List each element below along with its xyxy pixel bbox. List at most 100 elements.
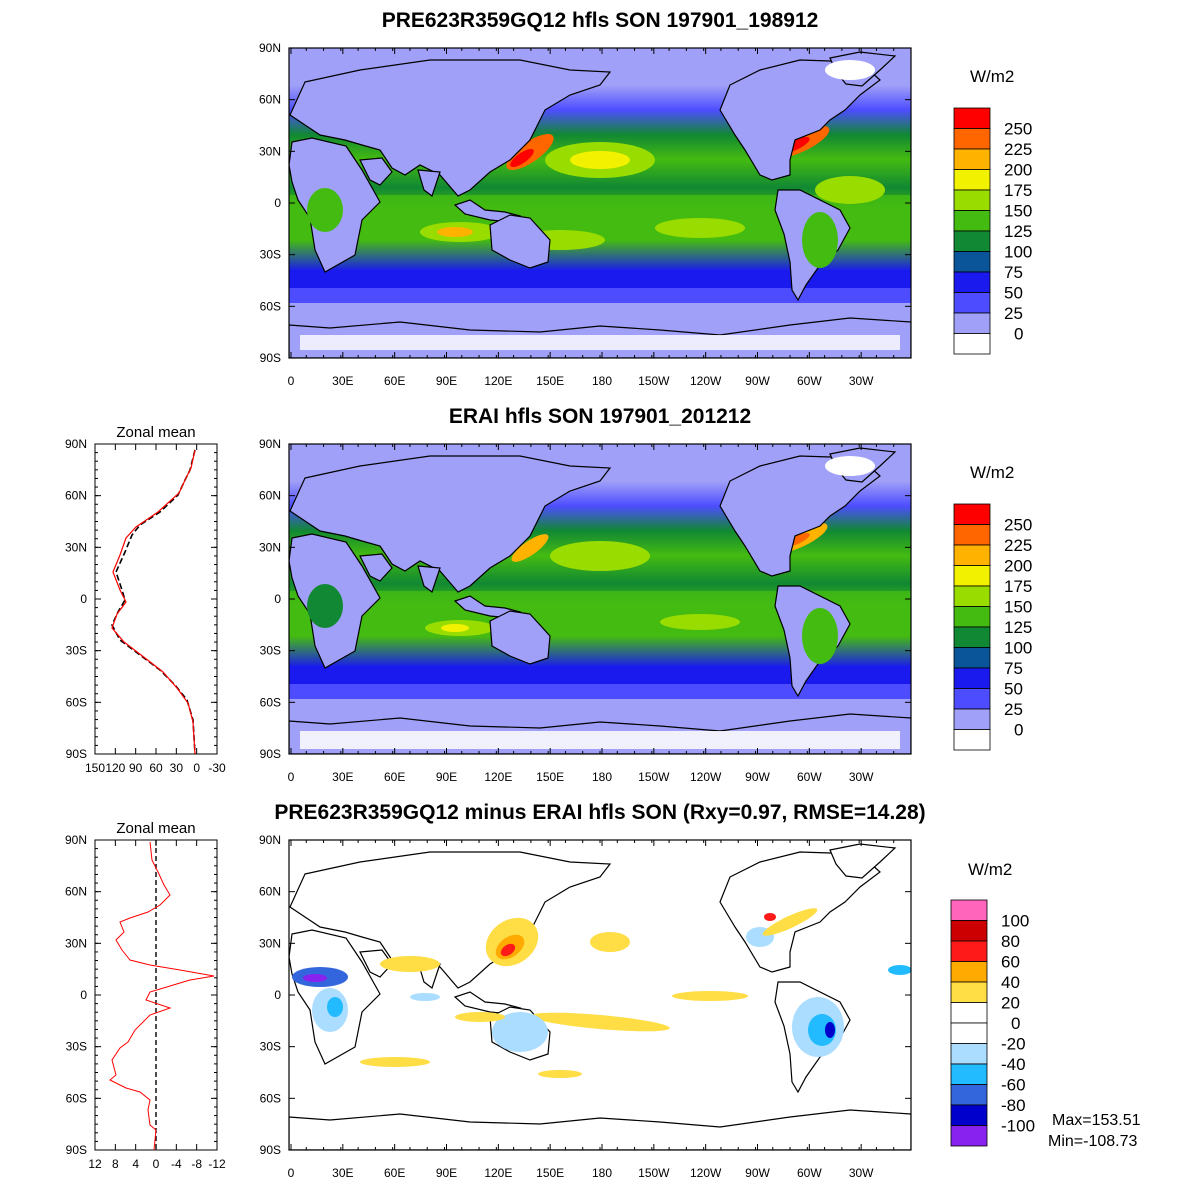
colorbar-label: 225 [1004,536,1032,555]
zonal-lat-label: 60N [65,885,87,899]
colorbar-swatch [950,899,988,921]
colorbar-label: 175 [1004,577,1032,596]
panel-a-lon-label: 0 [288,374,295,388]
colorbar-swatch [953,169,991,191]
panel-b-lat-label: 0 [274,592,281,606]
panel-c-colorbar-units: W/m2 [968,860,1012,879]
colorbar-label: 20 [1001,994,1020,1013]
colorbar-swatch [953,271,991,293]
colorbar-swatch [953,647,991,669]
panel-a-lon-label: 150E [536,374,564,388]
panel-b-lon-label: 90E [436,770,457,784]
panel-b-lon-label: 150W [638,770,670,784]
colorbar-label: 75 [1004,659,1023,678]
colorbar-label: 0 [1011,1014,1020,1033]
panel-b-lon-label: 0 [288,770,295,784]
colorbar-swatch [953,251,991,273]
panel-b-lon-label: 60E [384,770,405,784]
colorbar-label: -100 [1001,1117,1035,1136]
colorbar-swatch [953,128,991,150]
panel-a-lon-label: 90E [436,374,457,388]
panel-a-lon-label: 120W [690,374,722,388]
zonal-x-tick-label: 150 [85,761,105,775]
colorbar-label: -80 [1001,1096,1026,1115]
zonal-x-tick-label: 90 [129,761,143,775]
panel-b-lon-label: 30E [332,770,353,784]
colorbar-swatch [953,230,991,252]
panel-b-lon-label: 120W [690,770,722,784]
colorbar-label: -20 [1001,1035,1026,1054]
colorbar-label: -60 [1001,1076,1026,1095]
colorbar-label: 150 [1004,202,1032,221]
panel-b-lon-label: 120E [484,770,512,784]
colorbar-swatch [950,961,988,983]
zonal-lat-label: 30N [65,936,87,950]
colorbar-label: 250 [1004,516,1032,535]
colorbar-swatch [953,333,991,355]
colorbar-label: 175 [1004,181,1032,200]
panel-a-lon-label: 30W [849,374,874,388]
zonal-x-tick-label: 8 [112,1157,119,1171]
panel-a-title: PRE623R359GQ12 hfls SON 197901_198912 [382,9,819,32]
panel-c-map [289,840,911,1150]
colorbar-swatch [953,189,991,211]
colorbar-label: 100 [1004,243,1032,262]
colorbar-swatch [950,1002,988,1024]
zonal-lat-label: 90N [65,437,87,451]
panel-b-map [289,444,911,754]
colorbar-swatch [953,524,991,546]
panel-b-title: ERAI hfls SON 197901_201212 [449,405,751,428]
panel-b-lat-label: 30N [259,540,281,554]
panel-a-lat-label: 0 [274,196,281,210]
colorbar-swatch [950,920,988,942]
colorbar-swatch [950,1022,988,1044]
colorbar-swatch [950,1084,988,1106]
colorbar-swatch [953,210,991,232]
colorbar-swatch [953,729,991,751]
zonal-x-tick-label: 30 [170,761,184,775]
panel-a-lat-label: 90N [259,41,281,55]
zonal-x-tick-label: -4 [171,1157,182,1171]
colorbar-swatch [950,940,988,962]
zonal-lat-label: 90S [66,747,87,761]
panel-a-lon-label: 90W [745,374,770,388]
zonal-lat-label: 30S [66,644,87,658]
panel-a-lon-label: 60W [797,374,822,388]
diff-min-stat: Min=-108.73 [1048,1133,1137,1150]
panel-a-lon-label: 180 [592,374,612,388]
colorbar-label: 50 [1004,680,1023,699]
zonal-lat-label: 30S [66,1040,87,1054]
panel-a-lon-label: 30E [332,374,353,388]
zonal-x-tick-label: -8 [191,1157,202,1171]
panel-c-lon-label: 60E [384,1166,405,1180]
zonal-x-tick-label: 12 [88,1157,102,1171]
colorbar-label: 225 [1004,140,1032,159]
panel-a-lat-label: 60S [260,299,281,313]
zonal-lat-label: 60N [65,489,87,503]
colorbar-label: 200 [1004,557,1032,576]
colorbar-swatch [953,667,991,689]
diff-max-stat: Max=153.51 [1052,1112,1141,1129]
panel-b-zonal-title: Zonal mean [116,424,195,441]
panel-c-lat-label: 90S [260,1143,281,1157]
panel-c-lat-label: 30S [260,1040,281,1054]
panel-c-lon-label: 150W [638,1166,670,1180]
colorbar-label: 100 [1004,639,1032,658]
panel-b-lon-label: 90W [745,770,770,784]
panel-c-title: PRE623R359GQ12 minus ERAI hfls SON (Rxy=… [274,801,925,824]
zonal-x-tick-label: 60 [149,761,163,775]
panel-c-lon-label: 120W [690,1166,722,1180]
panel-a-lat-label: 90S [260,351,281,365]
zonal-x-tick-label: 4 [132,1157,139,1171]
panel-a-axes: 90N 60N 30N 0 30S 60S 90S 0 30E 60E 90E 120E 150E 180… [259,41,912,388]
panel-c-lon-label: 30E [332,1166,353,1180]
panel-c-lat-label: 0 [274,988,281,1002]
colorbar-swatch [953,544,991,566]
colorbar-label: 25 [1004,304,1023,323]
panel-b-lon-label: 60W [797,770,822,784]
